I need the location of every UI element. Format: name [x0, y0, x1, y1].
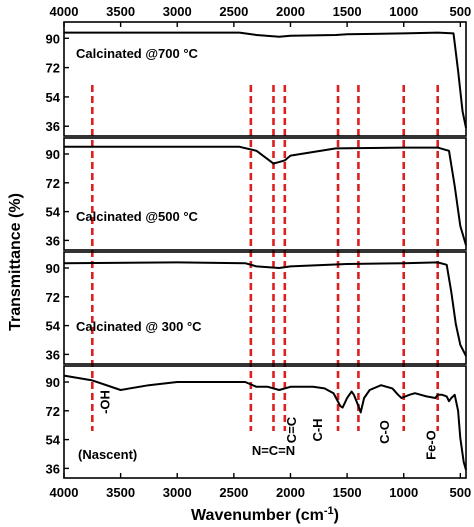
y-tick-label: 36 [46, 347, 60, 362]
band-annotation: N=C=N [252, 443, 295, 458]
y-axis-title: Transmittance (%) [7, 193, 24, 331]
panel-frames-group [63, 21, 467, 479]
ticks-group: 90 72 54 36 90 72 54 36 90 72 54 36 90 72 54 36 4000 4000… [46, 4, 472, 500]
band-annotation: C=C [284, 416, 299, 443]
y-tick-label: 36 [46, 119, 60, 134]
y-tick-label: 72 [46, 176, 60, 191]
x-tick-label-top: 1000 [389, 4, 418, 19]
assignment-lines-group [91, 85, 439, 431]
y-tick-label: 90 [46, 261, 60, 276]
x-tick-label-top: 3500 [106, 4, 135, 19]
band-annotation: Fe-O [423, 430, 438, 460]
x-tick-label-top: 2500 [219, 4, 248, 19]
x-tick-label-bottom: 3500 [106, 485, 135, 500]
y-tick-label: 54 [46, 319, 61, 334]
series-line [63, 374, 467, 471]
x-tick-label-bottom: 2000 [276, 485, 305, 500]
x-tick-label-bottom: 500 [449, 485, 471, 500]
band-annotation: C-H [310, 418, 325, 441]
x-tick-label-top: 2000 [276, 4, 305, 19]
x-axis-title: Wavenumber (cm-1) [191, 505, 339, 524]
y-tick-label: 90 [46, 375, 60, 390]
panel-frame [63, 137, 467, 251]
series-line [64, 31, 467, 129]
y-tick-label: 72 [46, 290, 60, 305]
y-tick-label: 54 [46, 90, 61, 105]
y-tick-label: 36 [46, 461, 60, 476]
x-tick-label-bottom: 2500 [219, 485, 248, 500]
y-tick-label: 90 [46, 31, 60, 46]
y-tick-label: 72 [46, 404, 60, 419]
band-annotation: -OH [97, 390, 112, 414]
panel-label: (Nascent) [78, 447, 137, 462]
labels-group: Calcinated @700 °C Calcinated @500 °C Calc… [76, 46, 438, 462]
x-tick-label-top: 3000 [163, 4, 192, 19]
band-annotation: C-O [377, 420, 392, 444]
series-line [63, 261, 467, 357]
y-tick-label: 54 [46, 205, 61, 220]
x-tick-label-top: 4000 [50, 4, 79, 19]
panel-label: Calcinated @500 °C [76, 209, 199, 224]
panel-frame [63, 21, 467, 137]
panel-frame [63, 365, 467, 479]
y-tick-label: 54 [46, 433, 61, 448]
series-line [64, 145, 467, 246]
x-tick-label-bottom: 1500 [333, 485, 362, 500]
x-tick-label-bottom: 4000 [50, 485, 79, 500]
y-tick-label: 36 [46, 233, 60, 248]
panel-label: Calcinated @ 300 °C [76, 319, 202, 334]
x-tick-label-bottom: 3000 [163, 485, 192, 500]
series-group [63, 31, 467, 471]
panel-frame [63, 251, 467, 365]
x-tick-label-top: 500 [449, 4, 471, 19]
x-tick-label-top: 1500 [333, 4, 362, 19]
panel-label: Calcinated @700 °C [76, 46, 199, 61]
y-tick-label: 72 [46, 61, 60, 76]
y-tick-label: 90 [46, 147, 60, 162]
x-tick-label-bottom: 1000 [389, 485, 418, 500]
